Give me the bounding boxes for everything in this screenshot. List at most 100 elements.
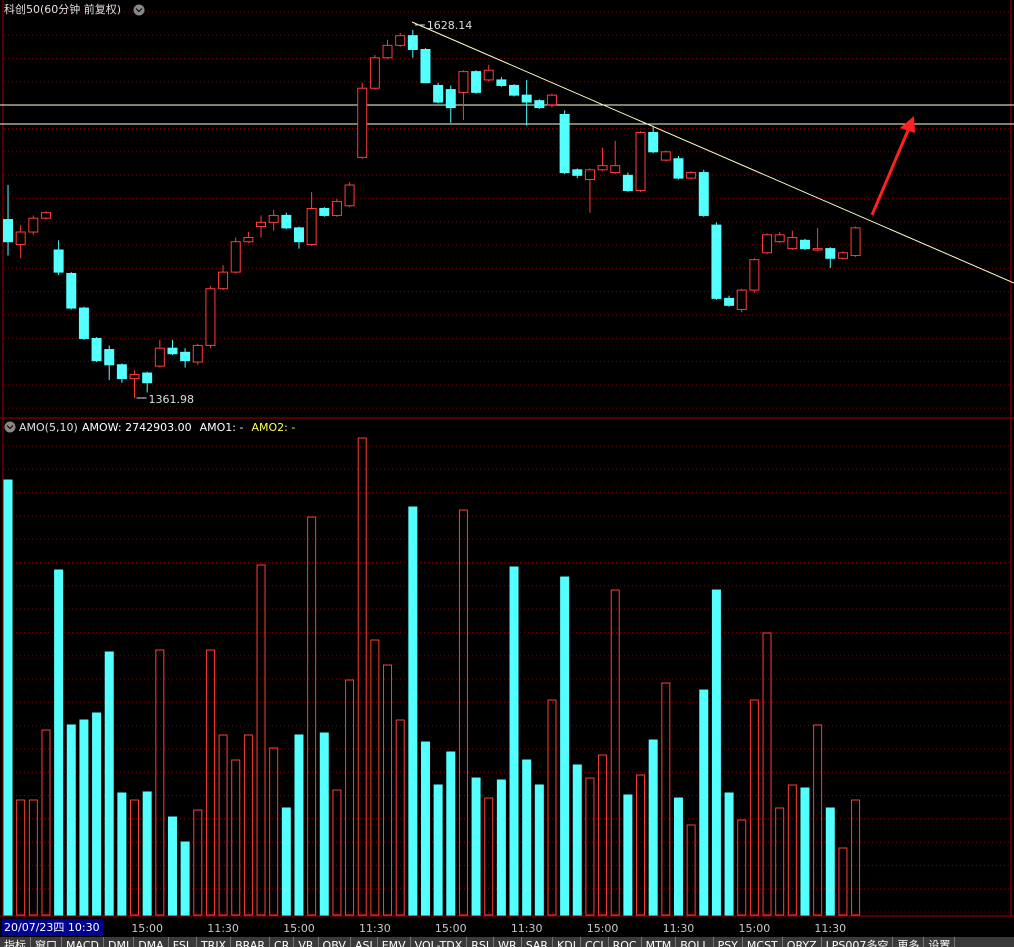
amount-bar xyxy=(610,589,620,916)
amount-bar xyxy=(231,759,241,916)
x-tick-label: 11:30 xyxy=(663,922,695,935)
x-tick-label: 15:00 xyxy=(587,922,619,935)
amount-bar xyxy=(281,807,291,916)
amount-bar xyxy=(66,724,76,916)
tab-bar: 指标 窗口 MACD DMI DMA FSL TRIX BRAR CR VR OBV ASI EMV VO… xyxy=(0,937,1014,947)
candle-body xyxy=(774,234,785,243)
candle-body xyxy=(116,364,127,380)
tab[interactable]: VOL-TDX xyxy=(411,937,468,947)
tab[interactable]: BOLL xyxy=(676,937,714,947)
amount-bar xyxy=(800,787,810,916)
amount-bar xyxy=(572,764,582,916)
amount-bar xyxy=(307,516,317,916)
amount-bar xyxy=(79,719,89,916)
amount-bar xyxy=(54,569,64,916)
candle-body xyxy=(78,307,89,339)
tab[interactable]: CCI xyxy=(581,937,609,947)
amount-bar xyxy=(699,689,709,916)
amount-bar xyxy=(420,741,430,916)
x-tick-label: 15:00 xyxy=(283,922,315,935)
tab[interactable]: FSL xyxy=(169,937,197,947)
tab[interactable]: WR xyxy=(494,937,522,947)
candle-body xyxy=(28,217,39,233)
candle-body xyxy=(812,248,823,251)
candle-body xyxy=(129,373,140,380)
trend-line xyxy=(411,21,1014,284)
indicator-title: AMO(5,10) xyxy=(19,421,78,434)
amount-bar xyxy=(711,589,721,916)
tab[interactable]: VR xyxy=(294,937,319,947)
amount-bar xyxy=(256,564,266,916)
candle-body xyxy=(483,69,494,81)
candle-body xyxy=(15,231,26,245)
tab[interactable]: ROC xyxy=(609,937,642,947)
tab[interactable]: DMA xyxy=(134,937,169,947)
red-arrow xyxy=(870,116,915,216)
tab[interactable]: EMV xyxy=(378,937,411,947)
tab[interactable]: 窗口 xyxy=(31,937,62,947)
candle-body xyxy=(293,227,304,243)
dropdown-icon[interactable] xyxy=(133,4,145,16)
tab[interactable]: 更多 xyxy=(893,937,925,947)
x-tick-label: 11:30 xyxy=(359,922,391,935)
tab[interactable]: TRIX xyxy=(197,937,232,947)
amount-bar xyxy=(458,509,468,916)
low-label: 1361.98 xyxy=(149,393,195,406)
candle-body xyxy=(268,214,279,223)
indicator-icon[interactable] xyxy=(4,421,16,433)
marks: 1628.14 1361.98 xyxy=(3,19,861,916)
candle-body xyxy=(673,158,684,179)
candle-body xyxy=(382,44,393,59)
tab[interactable]: OBV xyxy=(319,937,351,947)
candle-body xyxy=(787,237,798,250)
amount-bar xyxy=(762,632,772,916)
tab[interactable]: RSI xyxy=(467,937,495,947)
tab[interactable]: LPS007多空 xyxy=(822,937,894,947)
candle-body xyxy=(256,221,267,227)
amount-bar xyxy=(167,816,177,916)
amount-bar xyxy=(41,729,51,916)
tab[interactable]: ASI xyxy=(351,937,378,947)
candle-body xyxy=(331,201,342,216)
tab[interactable]: SAR xyxy=(522,937,554,947)
candle-body xyxy=(243,237,254,243)
amount-bar xyxy=(180,841,190,916)
amount-bar xyxy=(345,679,355,916)
candle-body xyxy=(496,79,507,86)
candle-body xyxy=(357,87,368,158)
tab[interactable]: KDJ xyxy=(553,937,581,947)
tab[interactable]: 设置 xyxy=(924,937,956,947)
tab[interactable]: QRYZ xyxy=(783,937,822,947)
candle-body xyxy=(534,100,545,109)
candle-body xyxy=(597,165,608,171)
amount-bar xyxy=(787,784,797,916)
x-tick-label: 15:00 xyxy=(435,922,467,935)
candle-body xyxy=(281,214,292,229)
x-tick-label: 15:00 xyxy=(131,922,163,935)
tab[interactable]: MCST xyxy=(743,937,783,947)
candle-body xyxy=(407,35,418,51)
amount-bar xyxy=(142,791,152,916)
tab[interactable]: CR xyxy=(270,937,295,947)
tab[interactable]: MACD xyxy=(62,937,104,947)
candle-body xyxy=(3,219,14,243)
amount-bar xyxy=(205,649,215,916)
tab[interactable]: PSY xyxy=(714,937,743,947)
candle-body xyxy=(584,169,595,180)
amount-bar xyxy=(560,576,570,916)
tab[interactable]: DMI xyxy=(104,937,135,947)
amount-bar xyxy=(775,807,785,916)
candle-body xyxy=(711,224,722,299)
amount-bar xyxy=(383,664,393,916)
tab[interactable]: MTM xyxy=(642,937,677,947)
tab[interactable]: 指标 xyxy=(0,937,31,947)
candle-body xyxy=(369,57,380,89)
candle-body xyxy=(395,35,406,46)
candle-body xyxy=(762,234,773,254)
candle-body xyxy=(736,289,747,310)
candle-body xyxy=(218,271,229,290)
tab[interactable]: BRAR xyxy=(231,937,271,947)
candle-body xyxy=(546,94,557,106)
amount-bar xyxy=(218,734,228,916)
amount-bar xyxy=(598,754,608,916)
